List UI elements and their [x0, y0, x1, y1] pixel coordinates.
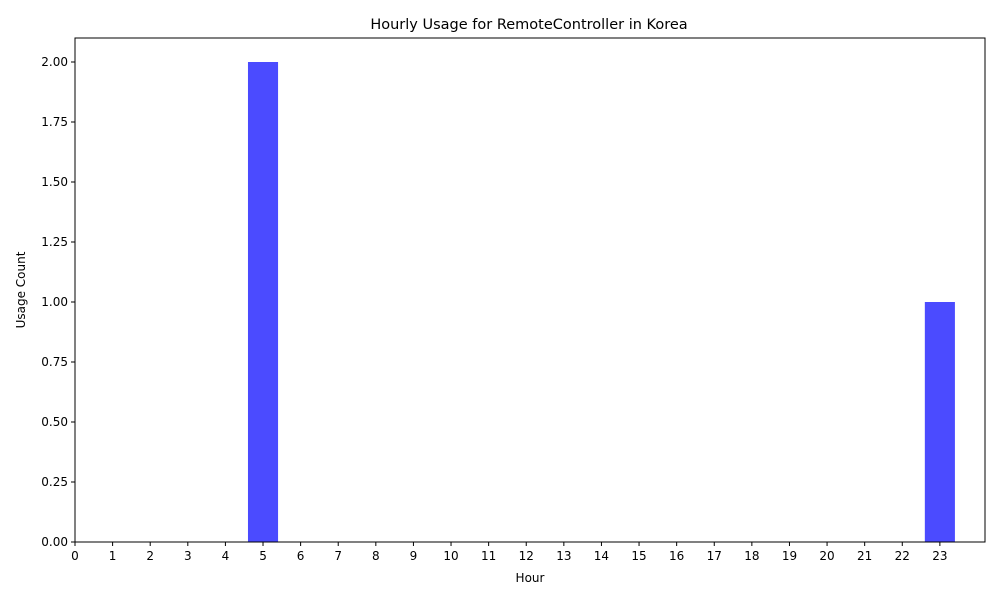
y-tick-label: 2.00	[41, 55, 68, 69]
bars-group	[247, 62, 955, 542]
y-tick-label: 1.75	[41, 115, 68, 129]
x-tick-label: 14	[594, 549, 609, 563]
x-tick-label: 4	[222, 549, 230, 563]
y-axis-label: Usage Count	[14, 251, 28, 328]
x-tick-label: 8	[372, 549, 380, 563]
x-tick-label: 1	[109, 549, 117, 563]
x-tick-label: 20	[819, 549, 834, 563]
bar-hour-5	[247, 62, 279, 542]
x-tick-label: 9	[410, 549, 418, 563]
x-tick-label: 12	[519, 549, 534, 563]
y-tick-label: 0.50	[41, 415, 68, 429]
y-tick-label: 0.25	[41, 475, 68, 489]
x-axis-label: Hour	[516, 571, 545, 585]
x-tick-label: 15	[631, 549, 646, 563]
plot-frame	[74, 37, 986, 543]
y-tick-label: 0.00	[41, 535, 68, 549]
y-tick-label: 1.25	[41, 235, 68, 249]
y-tick-label: 1.00	[41, 295, 68, 309]
bar-hour-23	[924, 302, 955, 542]
x-axis-ticks: 0 1 2 3 4 5 6 7 8 9 10 11 12 13 14 15 16 17 18 19 20 21 22 23	[71, 542, 948, 563]
x-tick-label: 17	[707, 549, 722, 563]
x-tick-label: 0	[71, 549, 79, 563]
x-tick-label: 22	[895, 549, 910, 563]
x-tick-label: 10	[443, 549, 458, 563]
y-tick-label: 1.50	[41, 175, 68, 189]
y-tick-label: 0.75	[41, 355, 68, 369]
x-tick-label: 11	[481, 549, 496, 563]
x-tick-label: 2	[146, 549, 154, 563]
x-tick-label: 13	[556, 549, 571, 563]
x-tick-label: 5	[259, 549, 267, 563]
x-tick-label: 6	[297, 549, 305, 563]
x-tick-label: 23	[932, 549, 947, 563]
x-tick-label: 19	[782, 549, 797, 563]
x-tick-label: 3	[184, 549, 192, 563]
y-axis-ticks: 0.00 0.25 0.50 0.75 1.00 1.25 1.50 1.75 2.00	[41, 55, 75, 549]
x-tick-label: 21	[857, 549, 872, 563]
x-tick-label: 16	[669, 549, 684, 563]
chart-title: Hourly Usage for RemoteController in Kor…	[370, 17, 687, 33]
x-tick-label: 7	[334, 549, 342, 563]
x-tick-label: 18	[744, 549, 759, 563]
